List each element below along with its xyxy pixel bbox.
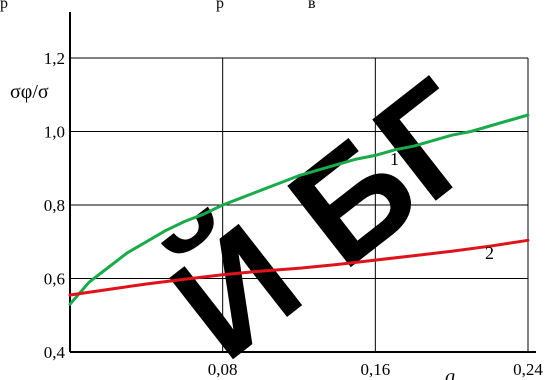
x-tick-label-2: 0,24 [513,360,543,379]
series-label-2: 2 [485,243,494,263]
series-line-1 [68,113,530,306]
series-line-2 [68,238,530,297]
series-labels: 12 [390,149,494,263]
y-tick-label-1: 0,6 [44,270,65,289]
y-tick-label-3: 1,0 [44,123,65,142]
y-tick-labels: 0,4 0,6 0,8 1,0 1,2 [44,49,66,362]
y-tick-label-0: 0,4 [44,343,66,362]
x-axis-label: q [445,366,455,380]
y-tick-label-2: 0,8 [44,196,65,215]
x-tick-labels: 0,08 0,16 0,24 [208,360,544,379]
x-tick-label-0: 0,08 [208,360,238,379]
series-lines [68,113,530,306]
watermark: Й БГ [141,47,515,380]
y-axis-label: σφ/σ [10,81,49,103]
series-label-1: 1 [390,149,399,169]
y-tick-label-4: 1,2 [44,49,65,68]
cropped-text-line: р р в [0,0,316,12]
x-tick-label-1: 0,16 [360,360,390,379]
